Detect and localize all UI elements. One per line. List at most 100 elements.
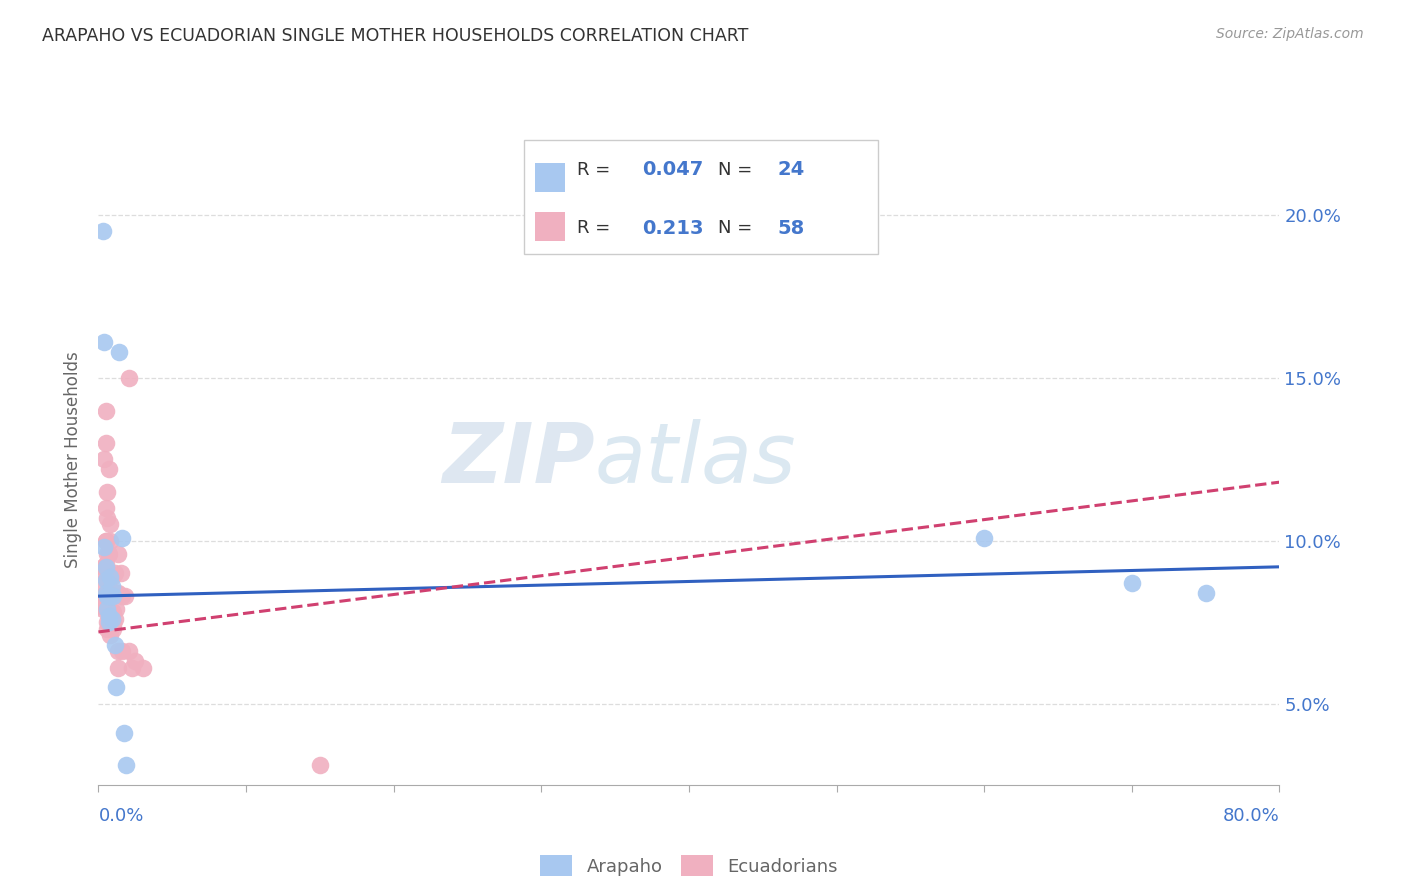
Point	[107, 586, 129, 600]
Text: atlas: atlas	[595, 419, 796, 500]
Point	[115, 758, 138, 772]
Point	[103, 622, 125, 636]
Point	[93, 592, 115, 607]
Point	[103, 586, 125, 600]
Point	[124, 654, 146, 668]
Point	[98, 628, 121, 642]
Point	[94, 403, 117, 417]
Point	[94, 436, 117, 450]
Point	[98, 517, 121, 532]
Point	[93, 566, 115, 581]
Point	[96, 547, 118, 561]
Point	[94, 559, 117, 574]
Point	[100, 606, 122, 620]
Point	[105, 680, 128, 694]
Text: 0.0%: 0.0%	[98, 807, 143, 825]
Point	[112, 726, 135, 740]
Point	[96, 615, 118, 630]
Text: N =: N =	[718, 219, 752, 237]
Point	[107, 547, 129, 561]
Point	[104, 566, 127, 581]
Text: 0.047: 0.047	[641, 160, 703, 179]
Point	[96, 589, 118, 603]
Point	[98, 569, 121, 583]
Point	[103, 618, 125, 632]
Point	[114, 589, 136, 603]
Point	[97, 589, 120, 603]
Point	[91, 602, 114, 616]
Point	[105, 602, 128, 616]
FancyBboxPatch shape	[536, 162, 565, 193]
Point	[98, 533, 121, 548]
Point	[91, 589, 114, 603]
Point	[107, 661, 129, 675]
Point	[100, 579, 122, 593]
Point	[111, 531, 134, 545]
Point	[110, 566, 132, 581]
Text: Source: ZipAtlas.com: Source: ZipAtlas.com	[1216, 27, 1364, 41]
Point	[91, 576, 114, 591]
Point	[104, 612, 127, 626]
Point	[94, 533, 117, 548]
Point	[104, 586, 127, 600]
Text: 0.213: 0.213	[641, 219, 703, 238]
Point	[104, 638, 127, 652]
Point	[100, 569, 122, 583]
Text: 24: 24	[778, 160, 804, 179]
Point	[98, 612, 121, 626]
Point	[97, 608, 120, 623]
Point	[121, 661, 143, 675]
Point	[105, 586, 128, 600]
Text: N =: N =	[718, 161, 752, 178]
Point	[103, 615, 125, 630]
Point	[132, 661, 155, 675]
Point	[96, 589, 118, 603]
Point	[107, 644, 129, 658]
Point	[93, 335, 115, 350]
Point	[97, 606, 120, 620]
Point	[111, 589, 134, 603]
Point	[97, 462, 120, 476]
Point	[94, 557, 117, 571]
Point	[118, 644, 141, 658]
Point	[111, 644, 134, 658]
Point	[91, 559, 114, 574]
Y-axis label: Single Mother Households: Single Mother Households	[65, 351, 83, 567]
Legend: Arapaho, Ecuadorians: Arapaho, Ecuadorians	[533, 848, 845, 883]
Point	[96, 485, 118, 500]
Point	[94, 586, 117, 600]
Point	[100, 589, 122, 603]
Point	[97, 547, 120, 561]
Point	[90, 599, 112, 613]
Point	[118, 371, 141, 385]
Text: 80.0%: 80.0%	[1223, 807, 1279, 825]
Point	[94, 501, 117, 516]
Point	[1121, 576, 1143, 591]
Point	[96, 511, 118, 525]
Text: ARAPAHO VS ECUADORIAN SINGLE MOTHER HOUSEHOLDS CORRELATION CHART: ARAPAHO VS ECUADORIAN SINGLE MOTHER HOUS…	[42, 27, 748, 45]
Text: R =: R =	[576, 161, 610, 178]
Point	[103, 589, 125, 603]
Point	[108, 345, 131, 359]
Point	[98, 589, 121, 603]
Point	[97, 615, 120, 630]
Point	[93, 541, 115, 555]
Point	[973, 531, 995, 545]
Point	[309, 758, 332, 772]
Point	[93, 452, 115, 467]
Point	[94, 533, 117, 548]
FancyBboxPatch shape	[536, 211, 565, 241]
Point	[97, 566, 120, 581]
Point	[1195, 586, 1218, 600]
Point	[103, 606, 125, 620]
Point	[100, 612, 122, 626]
Text: R =: R =	[576, 219, 610, 237]
Text: ZIP: ZIP	[441, 419, 595, 500]
Text: 58: 58	[778, 219, 804, 238]
Point	[96, 622, 118, 636]
Point	[96, 602, 118, 616]
Point	[94, 573, 117, 587]
Point	[96, 596, 118, 610]
Point	[91, 225, 114, 239]
FancyBboxPatch shape	[523, 140, 877, 254]
